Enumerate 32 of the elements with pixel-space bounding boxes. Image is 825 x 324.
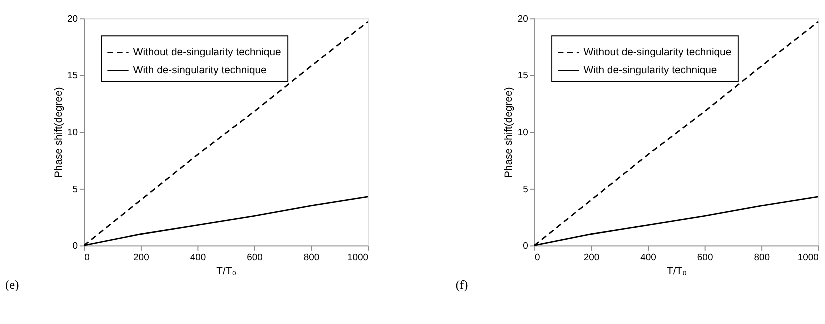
y-tick-label: 20 <box>68 14 78 25</box>
x-tick-label: 1000 <box>798 252 819 264</box>
y-tick-label: 10 <box>68 127 78 138</box>
x-tick-label: 600 <box>697 252 714 264</box>
x-tick-label: 200 <box>584 252 600 264</box>
x-tick-label: 0 <box>84 252 90 264</box>
y-tick-label: 5 <box>523 184 528 196</box>
text: (e) <box>6 278 20 292</box>
x-tick-label: 800 <box>304 252 320 264</box>
x-tick-label: 0 <box>535 252 540 264</box>
x-axis-title: T/T₀ <box>216 266 237 278</box>
x-tick-label: 800 <box>754 252 770 264</box>
legend-label: With de-singularity technique <box>584 66 718 77</box>
y-tick-label: 20 <box>518 14 528 25</box>
y-tick-label: 5 <box>72 184 78 196</box>
y-tick-label: 0 <box>523 241 528 252</box>
text: (f) <box>456 278 468 292</box>
y-tick-label: 15 <box>68 70 78 82</box>
x-axis-title: T/T₀ <box>666 266 687 278</box>
y-tick-label: 10 <box>518 127 528 138</box>
x-tick-label: 1000 <box>347 252 369 264</box>
y-tick-label: 0 <box>72 241 78 252</box>
x-tick-label: 600 <box>247 252 263 264</box>
legend-label: With de-singularity technique <box>133 66 268 77</box>
x-tick-label: 200 <box>134 252 150 264</box>
legend-label: Without de-singularity technique <box>584 48 732 59</box>
y-axis-title: Phase shift(degree) <box>504 87 516 178</box>
x-tick-label: 400 <box>640 252 656 264</box>
y-axis-title: Phase shift(degree) <box>54 87 65 178</box>
y-tick-label: 15 <box>518 70 528 82</box>
legend-label: Without de-singularity technique <box>133 48 282 59</box>
x-tick-label: 400 <box>190 252 206 264</box>
